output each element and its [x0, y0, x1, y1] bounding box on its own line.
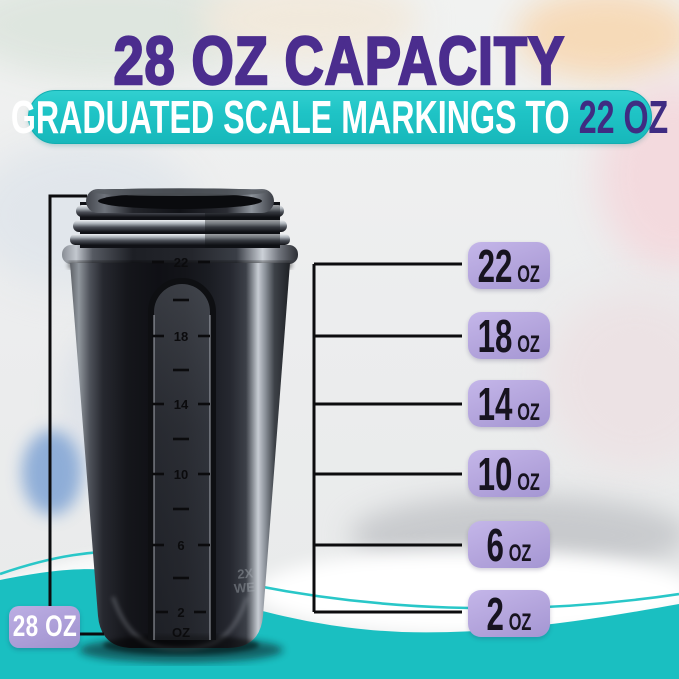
callout-value: 2: [486, 587, 504, 640]
subtitle-banner: GRADUATED SCALE MARKINGS TO 22 OZ: [11, 90, 669, 144]
callout-value: 22: [477, 239, 513, 292]
scale-unit-label: OZ: [172, 625, 190, 640]
scale-mark: 22: [174, 255, 188, 270]
measuring-window-outline: [148, 278, 216, 640]
measuring-window: [154, 284, 210, 640]
cup-opening: [98, 193, 262, 209]
brand-mark-line: WE: [233, 579, 255, 596]
callout-value: 14: [477, 377, 513, 430]
callout-value: 6: [486, 518, 504, 571]
callout-connector-lines: [312, 262, 462, 614]
brand-mark-line: 2X: [237, 565, 254, 581]
scale-mark: 6: [177, 538, 184, 553]
graduated-scale: 22 18 14 10 6 2 OZ: [152, 255, 210, 640]
callout-value: 18: [477, 309, 513, 362]
cup-thread-ridge: [73, 220, 287, 232]
callout-value: 10: [477, 447, 513, 500]
measuring-window-rails: [153, 315, 211, 640]
capacity-label-text: 28 OZ: [12, 610, 77, 643]
accent-curve-right: [237, 580, 679, 610]
scale-mark: 2: [177, 605, 184, 620]
brand-mark: 2X WE: [233, 565, 255, 596]
scale-mark: 10: [174, 467, 188, 482]
shaker-cup: 22 18 14 10 6 2 OZ 2X WE: [62, 188, 298, 655]
callout-label-18oz: 18 OZ: [468, 312, 550, 359]
callout-label-6oz: 6 OZ: [468, 521, 550, 568]
capacity-label-28oz: 28 OZ: [9, 606, 80, 648]
banner-text: GRADUATED SCALE MARKINGS TO: [11, 91, 571, 143]
callout-label-14oz: 14 OZ: [468, 380, 550, 427]
callout-unit: OZ: [517, 398, 541, 426]
callout-unit: OZ: [517, 260, 541, 288]
page-title: 28 OZ CAPACITY: [0, 22, 679, 100]
cup-base-shade: [103, 635, 259, 655]
callout-unit: OZ: [508, 539, 532, 567]
callout-label-10oz: 10 OZ: [468, 450, 550, 497]
scale-mark: 18: [174, 329, 188, 344]
cup-flange: [62, 245, 298, 264]
callout-label-22oz: 22 OZ: [468, 242, 550, 289]
callout-unit: OZ: [517, 468, 541, 496]
callout-label-2oz: 2 OZ: [468, 590, 550, 637]
scale-mark: 14: [174, 397, 189, 412]
banner-highlight: 22 OZ: [579, 91, 669, 143]
callout-unit: OZ: [517, 330, 541, 358]
page-title-text: 28 OZ CAPACITY: [113, 22, 566, 100]
callout-unit: OZ: [508, 608, 532, 636]
cup-thread-ridge: [70, 234, 290, 245]
cup-rim-highlight: [92, 188, 268, 196]
